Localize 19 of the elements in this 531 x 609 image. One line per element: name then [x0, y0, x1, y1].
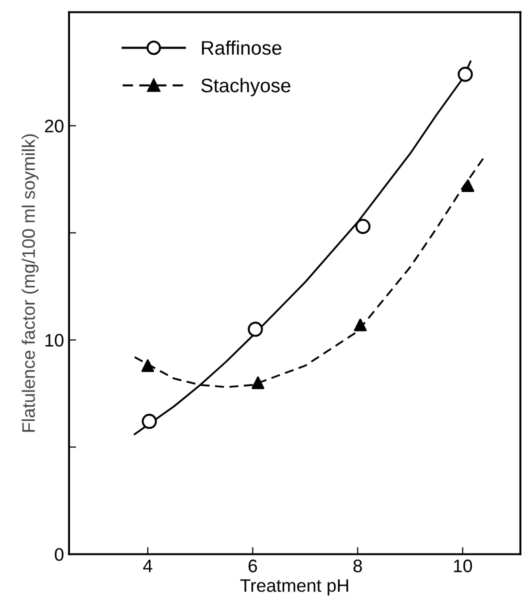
x-tick-label: 4 [143, 560, 152, 572]
x-tick-label: 8 [353, 560, 362, 572]
x-tick-label: 10 [454, 560, 472, 572]
legend-label: Raffinose [202, 40, 282, 55]
point [248, 322, 263, 337]
legend-label: Stachyose [201, 78, 290, 96]
point [354, 318, 367, 332]
x-tick-label: 6 [248, 560, 257, 572]
y-tick-label: 10 [45, 334, 64, 347]
point [355, 218, 370, 234]
point [462, 179, 474, 192]
point [142, 414, 157, 429]
x-axis-title: Treatment pH [240, 579, 348, 596]
point [458, 66, 473, 82]
point [252, 376, 264, 390]
y-axis-title: Flatulence factor (mg/100 ml soymilk) [22, 134, 39, 432]
y-tick-label: 20 [44, 120, 64, 132]
y-tick-label: 0 [54, 548, 64, 561]
point [141, 359, 154, 372]
